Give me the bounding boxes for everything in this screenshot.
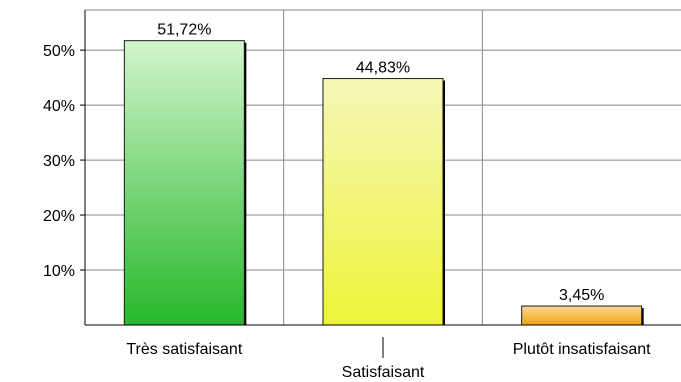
axes: [80, 10, 681, 326]
x-tick-label: Très satisfaisant: [126, 341, 242, 358]
y-tick-label: 20%: [43, 208, 75, 225]
value-labels: 51,72% 44,83% 3,45%: [157, 22, 604, 304]
bar: [322, 78, 444, 326]
x-tick-labels: Très satisfaisant Satisfaisant Plutôt insa…: [126, 337, 651, 381]
y-tick-label: 10%: [43, 263, 75, 280]
y-tick-label: 30%: [43, 153, 75, 170]
x-tick-label: Plutôt insatisfaisant: [513, 341, 651, 358]
bar-value-label: 51,72%: [157, 22, 211, 39]
bar: [521, 305, 643, 326]
bar-value-label: 3,45%: [559, 287, 604, 304]
y-tick-label: 40%: [43, 98, 75, 115]
x-tick-label: Satisfaisant: [342, 364, 425, 381]
bar-value-label: 44,83%: [356, 60, 410, 77]
y-tick-label: 50%: [43, 43, 75, 60]
y-tick-labels: 10% 20% 30% 40% 50%: [43, 43, 75, 280]
bar: [123, 40, 245, 326]
bars: [123, 40, 644, 326]
